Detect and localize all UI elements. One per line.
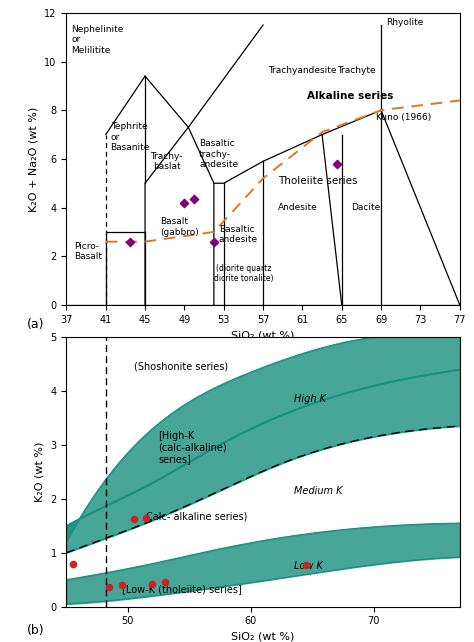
- Point: [127, 236, 134, 247]
- Text: (b): (b): [27, 623, 45, 637]
- Text: Dacite: Dacite: [352, 203, 381, 212]
- Point: [161, 577, 169, 587]
- Text: [High-K
(calc-alkaline)
series]: [High-K (calc-alkaline) series]: [159, 431, 227, 464]
- Text: Trachyandesite: Trachyandesite: [268, 66, 337, 75]
- Text: Trachy-
baslat: Trachy- baslat: [150, 152, 183, 171]
- Point: [191, 194, 198, 204]
- Point: [69, 559, 76, 569]
- Y-axis label: K₂O + Na₂O (wt %): K₂O + Na₂O (wt %): [29, 107, 39, 211]
- Text: Basalt
(gabbro): Basalt (gabbro): [160, 217, 199, 237]
- Point: [106, 582, 113, 592]
- X-axis label: SiO₂ (wt %): SiO₂ (wt %): [231, 330, 295, 340]
- Text: Kuno (1966): Kuno (1966): [376, 112, 431, 121]
- Point: [210, 236, 218, 247]
- Text: Tholeiite series: Tholeiite series: [278, 176, 357, 186]
- Text: Andesite: Andesite: [278, 203, 318, 212]
- Point: [143, 513, 150, 523]
- Text: Basaltic
trachy-
andesite: Basaltic trachy- andesite: [199, 139, 238, 169]
- X-axis label: SiO₂ (wt %): SiO₂ (wt %): [231, 632, 295, 642]
- Point: [181, 198, 188, 208]
- Point: [118, 580, 126, 590]
- Text: Basaltic
andesite: Basaltic andesite: [219, 225, 258, 244]
- Text: Picro-
Basalt: Picro- Basalt: [74, 241, 102, 261]
- Point: [149, 579, 156, 589]
- Text: Medium K: Medium K: [294, 486, 342, 496]
- Text: High K: High K: [294, 394, 326, 404]
- Text: Tephrite
or
Basanite: Tephrite or Basanite: [110, 123, 150, 152]
- Point: [130, 514, 138, 524]
- Text: Alkaline series: Alkaline series: [307, 91, 394, 101]
- Text: Nephelinite
or
Melilitite: Nephelinite or Melilitite: [71, 25, 124, 55]
- Point: [333, 159, 341, 169]
- Text: Calc- alkaline series): Calc- alkaline series): [146, 511, 247, 521]
- Text: Rhyolite: Rhyolite: [386, 18, 423, 27]
- Text: Trachyte: Trachyte: [337, 66, 375, 75]
- Text: (diorite quartz
dicrite tonalite): (diorite quartz dicrite tonalite): [214, 264, 273, 283]
- Text: (Shoshonite series): (Shoshonite series): [134, 361, 228, 372]
- Y-axis label: K₂O (wt %): K₂O (wt %): [35, 442, 45, 502]
- Point: [302, 560, 310, 570]
- Text: [Low-K (tholeiite) series]: [Low-K (tholeiite) series]: [122, 584, 242, 594]
- Text: (a): (a): [27, 318, 45, 331]
- Text: Low K: Low K: [294, 561, 323, 571]
